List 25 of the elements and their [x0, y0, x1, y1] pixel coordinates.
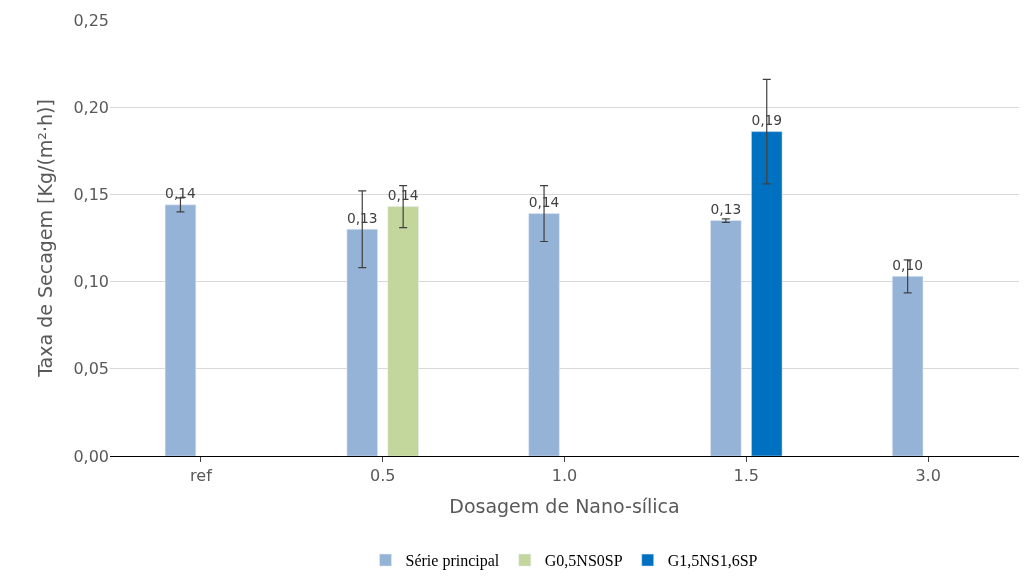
y-tick-label: 0,05 — [73, 359, 109, 379]
y-tick-label: 0,25 — [73, 10, 109, 30]
x-tick-label: 1.0 — [551, 466, 578, 486]
x-tick-label: ref — [190, 466, 213, 486]
bar — [892, 276, 924, 456]
data-label: 0,14 — [165, 185, 196, 202]
y-tick-label: 0,15 — [73, 185, 109, 204]
y-tick-label: 0,00 — [73, 446, 109, 466]
x-tick-label: 3.0 — [915, 466, 941, 486]
legend-label: G0,5NS0SP — [544, 552, 623, 570]
y-tick-label: 0,10 — [73, 272, 109, 292]
x-axis-title: Dosagem de Nano-sílica — [449, 495, 680, 517]
x-tick-label: 0.5 — [369, 466, 396, 486]
bar — [346, 229, 378, 456]
bar — [710, 220, 742, 456]
x-tick-label: 1.5 — [733, 466, 760, 486]
bar — [751, 131, 783, 456]
bar — [164, 204, 197, 456]
bar — [387, 206, 419, 456]
y-tick-label: 0,20 — [73, 97, 109, 117]
legend-label: Série principal — [405, 552, 500, 571]
bar — [528, 213, 560, 456]
y-axis-title: Taxa de Secagem [Kg/(m²·h)] — [34, 99, 57, 378]
data-label: 0,13 — [710, 201, 742, 218]
legend-label: G1,5NS1,6SP — [667, 552, 758, 570]
